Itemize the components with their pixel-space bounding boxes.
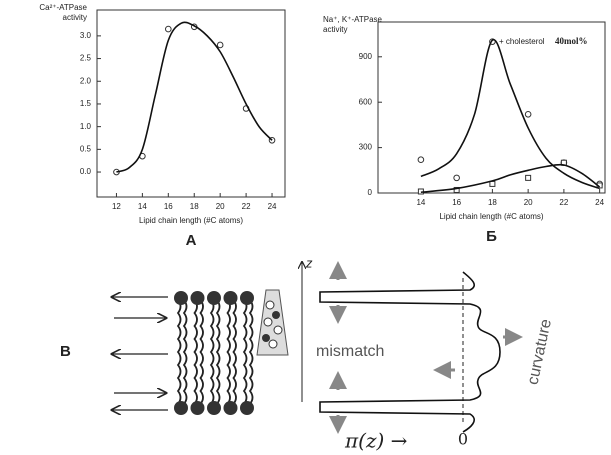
lipid-tail (193, 299, 198, 405)
lipid-tail (176, 299, 182, 405)
y-tick-label: 0.0 (80, 167, 92, 176)
fit-curve (420, 163, 601, 194)
y-tick-label: 0.5 (80, 144, 92, 153)
y-axis-label: activity (63, 13, 87, 22)
y-tick-label: 2.0 (80, 76, 92, 85)
panel-label: А (186, 232, 197, 249)
lipid-head (174, 401, 188, 415)
x-tick-label: 12 (112, 202, 121, 211)
membrane-diagram: B z mismatch curvature (60, 255, 555, 452)
curvature-label: curvature (524, 317, 555, 386)
lipid-head (174, 291, 188, 305)
y-tick-label: 900 (359, 52, 373, 61)
lipid-tail (182, 299, 188, 405)
pi-axis-label: π(z) → (344, 429, 408, 453)
y-tick-label: 600 (359, 97, 373, 106)
x-tick-label: 16 (164, 202, 173, 211)
lipid-tail (232, 299, 237, 405)
charts: 12 14 16 18 20 22 24 0.0 0.5 1.0 1.5 2.0 2.5 3.0 Lipid… (39, 3, 606, 249)
data-point (525, 174, 532, 181)
x-tick-label: 20 (216, 202, 225, 211)
lipid-tail (248, 299, 254, 405)
y-tick-label: 1.0 (80, 122, 92, 131)
lipid-head (223, 401, 238, 415)
lipid-head (207, 291, 221, 305)
y-tick-label: 2.5 (80, 54, 92, 63)
lipid-tail (226, 299, 231, 405)
x-tick-label: 24 (268, 202, 277, 211)
panel-label: B (60, 343, 71, 360)
lipid-head (190, 401, 205, 415)
data-point (453, 174, 460, 182)
x-tick-label: 24 (595, 198, 604, 207)
x-tick-label: 18 (190, 202, 199, 211)
lipid-head (223, 291, 238, 305)
x-axis-label: Lipid chain length (#C atoms) (439, 212, 543, 221)
data-point (453, 186, 460, 193)
lipid-bilayer (174, 291, 254, 415)
data-point (165, 25, 172, 33)
y-axis-label: Ca²⁺-ATPase (39, 3, 87, 12)
lipid-tail (199, 299, 204, 405)
x-tick-label: 14 (416, 198, 425, 207)
x-tick-label: 14 (138, 202, 147, 211)
lipid-head (190, 291, 205, 305)
x-tick-label: 22 (559, 198, 568, 207)
data-point (524, 111, 532, 118)
plot-frame (96, 9, 286, 198)
x-tick-label: 22 (242, 202, 251, 211)
pressure-profile: z mismatch curvature π(z) → 0 (302, 255, 555, 453)
annotation: 40mol% (555, 36, 588, 46)
lipid-tail (242, 299, 248, 405)
y-tick-label: 1.5 (80, 99, 92, 108)
y-tick-label: 0 (368, 188, 373, 197)
z-axis-label: z (305, 255, 313, 270)
data-point (216, 41, 224, 49)
fit-curve (116, 21, 273, 173)
x-tick-label: 18 (488, 198, 497, 207)
panel-label: Б (486, 228, 497, 245)
x-tick-label: 20 (524, 198, 533, 207)
data-point (489, 180, 496, 187)
lipid-head (240, 401, 254, 415)
lipid-head (240, 291, 254, 305)
lipid-tail (209, 299, 215, 405)
plot-frame (377, 21, 606, 194)
lipid-head (207, 401, 221, 415)
y-axis-label: Na⁺, K⁺-ATPase (323, 15, 383, 24)
data-point (417, 156, 425, 164)
mismatch-label: mismatch (316, 343, 384, 360)
fit-curve (420, 39, 600, 190)
chart: 14 16 18 20 22 24 0 300 600 900 Lipid chain length… (323, 15, 606, 245)
zero-label: 0 (458, 430, 468, 449)
lipid-tail (215, 299, 221, 405)
x-axis-label: Lipid chain length (#C atoms) (139, 216, 243, 225)
cone-inclusion (256, 289, 289, 356)
y-tick-label: 3.0 (80, 31, 92, 40)
y-tick-label: 300 (359, 143, 373, 152)
chart: 12 14 16 18 20 22 24 0.0 0.5 1.0 1.5 2.0 2.5 3.0 Lipid… (39, 3, 286, 249)
x-tick-label: 16 (452, 198, 461, 207)
annotation: + cholesterol (499, 37, 545, 46)
y-axis-label: activity (323, 25, 347, 34)
arrows (112, 297, 168, 410)
